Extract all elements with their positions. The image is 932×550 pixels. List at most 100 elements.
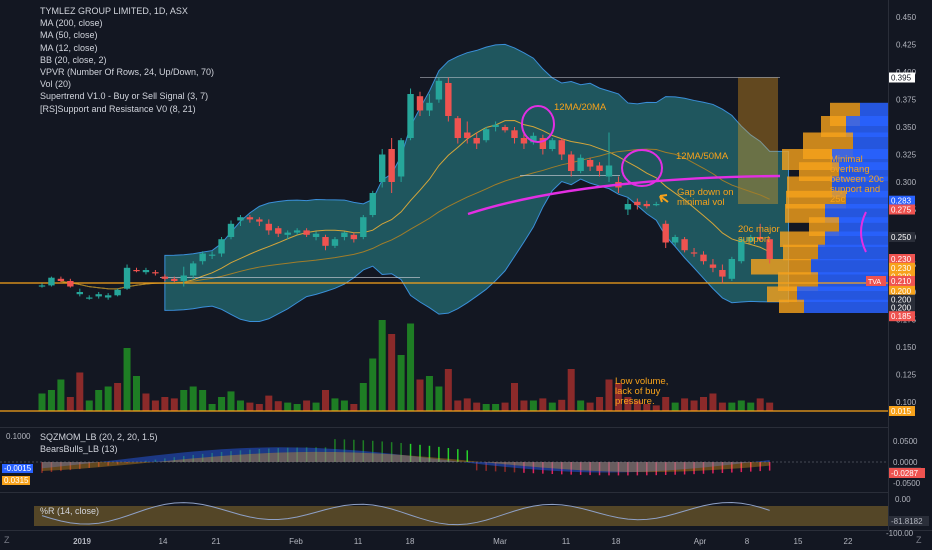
legend-bb[interactable]: BB (20, close, 2) [40, 54, 107, 65]
volume-bar [180, 390, 188, 411]
candle-body [520, 138, 528, 144]
volume-bar [114, 383, 122, 411]
legend-ma200[interactable]: MA (200, close) [40, 18, 103, 29]
volume-bar [369, 358, 377, 411]
volume-bar [435, 386, 443, 411]
candle-body [331, 239, 339, 246]
time-label: 15 [794, 537, 803, 546]
volume-bar [539, 398, 547, 411]
volume-bar [151, 400, 159, 411]
price-label: 0.210 [891, 277, 912, 286]
price-label: 0.015 [891, 407, 912, 416]
drawings [467, 105, 867, 253]
candle-body [275, 228, 282, 234]
volume-bar [388, 334, 396, 411]
candle-body [709, 264, 717, 268]
price-label: 0.283 [891, 197, 912, 206]
candle-body [681, 239, 688, 251]
volume-bar [189, 386, 197, 411]
volume-bar [529, 400, 537, 411]
corner-z-left[interactable]: Z [4, 535, 10, 545]
price-label: 0.230 [891, 264, 912, 273]
time-label: 14 [159, 537, 168, 546]
volume-bar [511, 383, 518, 411]
legend-vpvr[interactable]: VPVR (Number Of Rows, 24, Up/Down, 70) [40, 67, 215, 78]
candle-body [568, 154, 575, 171]
time-label: 21 [212, 537, 221, 546]
candle-body [142, 270, 150, 273]
annotation-12ma-20ma: 12MA/20MA [554, 102, 607, 113]
volume-bar [407, 323, 415, 411]
price-label-bg [889, 262, 915, 273]
volume-bar [218, 397, 226, 411]
candle-body [473, 138, 480, 144]
price-tick-label: 0.150 [896, 343, 917, 352]
legend-vol[interactable]: Vol (20) [40, 79, 72, 90]
volume-bar [66, 397, 74, 411]
candle-body [161, 276, 169, 279]
legend-ma12[interactable]: MA (12, close) [40, 42, 98, 53]
annotation-gap-down: Gap down on minimal vol [677, 187, 734, 208]
candle-body [199, 253, 206, 262]
time-label: 22 [844, 537, 853, 546]
vpvr-down-row [783, 244, 818, 261]
sqz-tick: -0.0500 [893, 479, 921, 488]
volume-bar [255, 404, 263, 411]
candle-body [171, 278, 178, 281]
pane-divider-time [0, 530, 932, 531]
vpvr-down-row [778, 272, 818, 291]
volume-bar [293, 404, 301, 411]
price-label-bg [889, 294, 915, 305]
candle-body [643, 204, 650, 207]
candle-body [388, 149, 395, 182]
volume-bar [38, 393, 46, 411]
volume-bar [709, 393, 717, 411]
price-tick-label: 0.325 [896, 151, 917, 160]
annotation-low-volume: Low volume, lack of buy pressure. [615, 376, 669, 407]
volume-bar [567, 369, 575, 411]
price-label-bg [889, 195, 915, 206]
vpvr-down-row [767, 286, 797, 302]
candle-body [464, 132, 471, 138]
volume-bar [633, 400, 641, 411]
volume-bar [170, 398, 178, 411]
legend-ma50[interactable]: MA (50, close) [40, 30, 98, 41]
price-label: 0.200 [891, 287, 912, 296]
vpvr-up-row [825, 231, 888, 247]
volume-bar [463, 398, 471, 411]
legend-support-resistance[interactable]: [RS]Support and Resistance V0 (8, 21) [40, 103, 196, 114]
volume-profile [738, 77, 888, 313]
volume-bar [690, 400, 698, 411]
volume-bar [322, 390, 329, 411]
williams-r-label[interactable]: %R (14, close) [40, 506, 100, 516]
candle-body [586, 160, 594, 167]
volume-bar [473, 402, 481, 411]
price-tick-label: 0.100 [896, 398, 917, 407]
left-scale-top: 0.1000 [6, 432, 31, 441]
volume-bar [265, 395, 273, 411]
candle-body [671, 237, 679, 243]
price-label: 0.200 [891, 303, 912, 312]
volume-bar [340, 400, 348, 411]
time-label: 8 [745, 537, 750, 546]
sqzmom-label[interactable]: SQZMOM_LB (20, 2, 20, 1.5) [40, 432, 158, 442]
symbol-title[interactable]: TYMLEZ GROUP LIMITED, 1D, ASX [40, 6, 188, 16]
candle-body [407, 94, 414, 138]
candle-body [86, 297, 93, 299]
price-label-bg [889, 285, 915, 296]
left-value-blue: -0.0015 [2, 464, 34, 473]
price-label-bg [889, 204, 915, 215]
candle-body [605, 165, 613, 177]
corner-z-right[interactable]: Z [916, 535, 922, 545]
candle-body [293, 230, 301, 233]
candle-body [766, 239, 773, 259]
volume-bar [57, 379, 65, 411]
time-label: 18 [612, 537, 621, 546]
volume-bar [548, 402, 556, 411]
bearsbulls-label[interactable]: BearsBulls_LB (13) [40, 444, 118, 454]
volume-bar [95, 390, 103, 411]
legend-supertrend[interactable]: Supertrend V1.0 - Buy or Sell Signal (3,… [40, 91, 209, 102]
candle-body [700, 254, 707, 262]
volume-bar [274, 401, 282, 411]
